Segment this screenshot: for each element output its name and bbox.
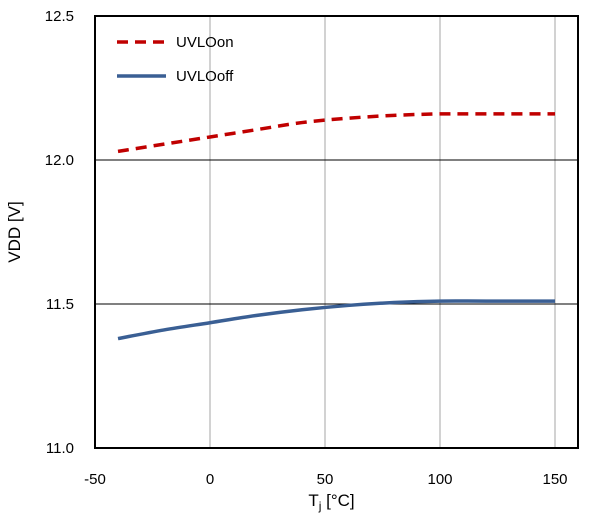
plot-area-frame [94, 15, 579, 449]
tick-labels: -50 0 50 100 150 11.0 11.5 12.0 12.5 [45, 8, 568, 488]
series-lines [117, 112, 555, 341]
legend: UVLOon UVLOoff [117, 34, 234, 85]
x-tick-label: 100 [427, 471, 452, 488]
x-axis-title-main: T [308, 491, 318, 510]
x-tick-label: 0 [206, 471, 214, 488]
series-line-UVLOoff [117, 299, 555, 341]
y-axis-title: VDD [V] [5, 201, 24, 262]
y-tick-label: 11.5 [46, 296, 74, 313]
x-axis-title-unit: [°C] [321, 491, 354, 510]
x-axis-title-subscript: j [318, 499, 322, 513]
y-tick-label: 12.5 [45, 8, 74, 25]
x-tick-label: -50 [84, 471, 106, 488]
y-tick-label: 11.0 [46, 440, 74, 457]
x-tick-label: 150 [542, 471, 567, 488]
series-line-UVLOon [117, 112, 555, 154]
x-axis-title: Tj [°C] [308, 491, 354, 513]
x-tick-label: 50 [317, 471, 334, 488]
legend-label-UVLOon: UVLOon [176, 34, 234, 51]
legend-label-UVLOoff: UVLOoff [176, 68, 234, 85]
grid-lines [95, 16, 578, 448]
y-tick-label: 12.0 [45, 152, 74, 169]
